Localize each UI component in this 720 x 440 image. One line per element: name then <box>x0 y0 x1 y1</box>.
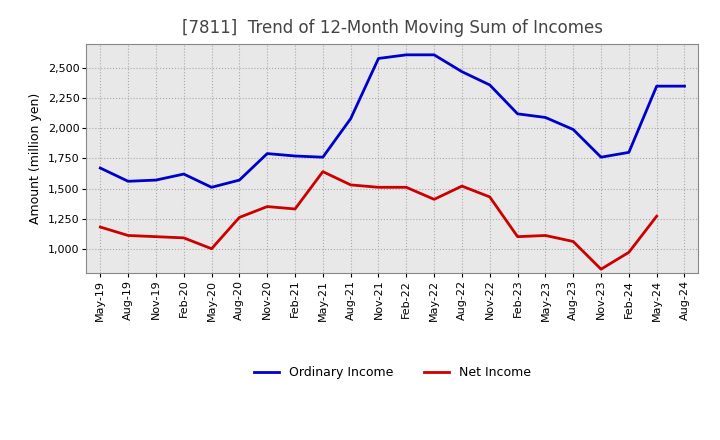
Ordinary Income <box>207 185 216 190</box>
Net Income <box>374 185 383 190</box>
Ordinary Income <box>124 179 132 184</box>
Ordinary Income <box>402 52 410 58</box>
Net Income <box>430 197 438 202</box>
Ordinary Income <box>513 111 522 117</box>
Ordinary Income <box>485 82 494 88</box>
Net Income <box>402 185 410 190</box>
Ordinary Income <box>179 172 188 177</box>
Ordinary Income <box>430 52 438 58</box>
Ordinary Income <box>624 150 633 155</box>
Title: [7811]  Trend of 12-Month Moving Sum of Incomes: [7811] Trend of 12-Month Moving Sum of I… <box>182 19 603 37</box>
Net Income <box>207 246 216 251</box>
Y-axis label: Amount (million yen): Amount (million yen) <box>29 93 42 224</box>
Ordinary Income <box>374 56 383 61</box>
Ordinary Income <box>541 115 550 120</box>
Net Income <box>263 204 271 209</box>
Ordinary Income <box>652 84 661 89</box>
Net Income <box>624 249 633 255</box>
Ordinary Income <box>597 154 606 160</box>
Line: Net Income: Net Income <box>100 172 657 269</box>
Net Income <box>513 234 522 239</box>
Net Income <box>152 234 161 239</box>
Net Income <box>179 235 188 241</box>
Ordinary Income <box>152 177 161 183</box>
Legend: Ordinary Income, Net Income: Ordinary Income, Net Income <box>248 360 537 385</box>
Net Income <box>485 194 494 200</box>
Net Income <box>541 233 550 238</box>
Ordinary Income <box>291 154 300 159</box>
Ordinary Income <box>569 127 577 132</box>
Ordinary Income <box>263 151 271 156</box>
Net Income <box>96 224 104 230</box>
Net Income <box>346 182 355 187</box>
Line: Ordinary Income: Ordinary Income <box>100 55 685 187</box>
Net Income <box>597 267 606 272</box>
Ordinary Income <box>458 69 467 74</box>
Net Income <box>291 206 300 212</box>
Net Income <box>569 239 577 244</box>
Ordinary Income <box>96 165 104 171</box>
Net Income <box>235 215 243 220</box>
Ordinary Income <box>346 116 355 121</box>
Ordinary Income <box>680 84 689 89</box>
Net Income <box>124 233 132 238</box>
Net Income <box>318 169 327 174</box>
Ordinary Income <box>235 177 243 183</box>
Net Income <box>652 213 661 219</box>
Net Income <box>458 183 467 189</box>
Ordinary Income <box>318 154 327 160</box>
